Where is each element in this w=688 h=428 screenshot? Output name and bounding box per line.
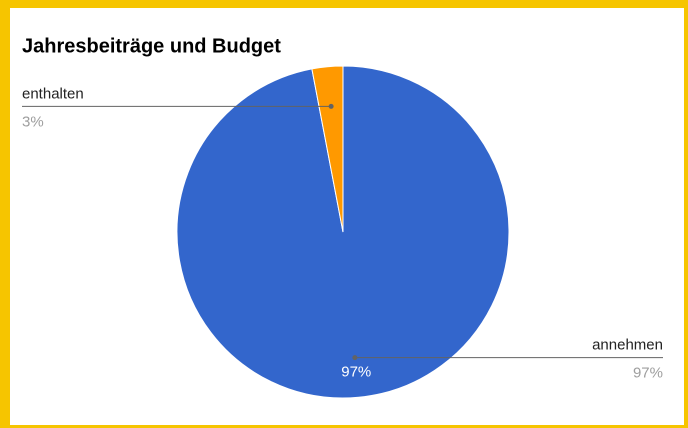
legend-label: annehmen <box>592 337 663 354</box>
legend-percent: 3% <box>22 113 44 130</box>
slice-label: 97% <box>341 363 371 380</box>
chart-title: Jahresbeiträge und Budget <box>22 35 281 57</box>
legend-label: enthalten <box>22 85 84 102</box>
leader-dot <box>352 355 358 361</box>
legend-percent: 97% <box>633 365 663 382</box>
leader-dot <box>328 103 334 109</box>
pie-slice <box>311 65 344 233</box>
